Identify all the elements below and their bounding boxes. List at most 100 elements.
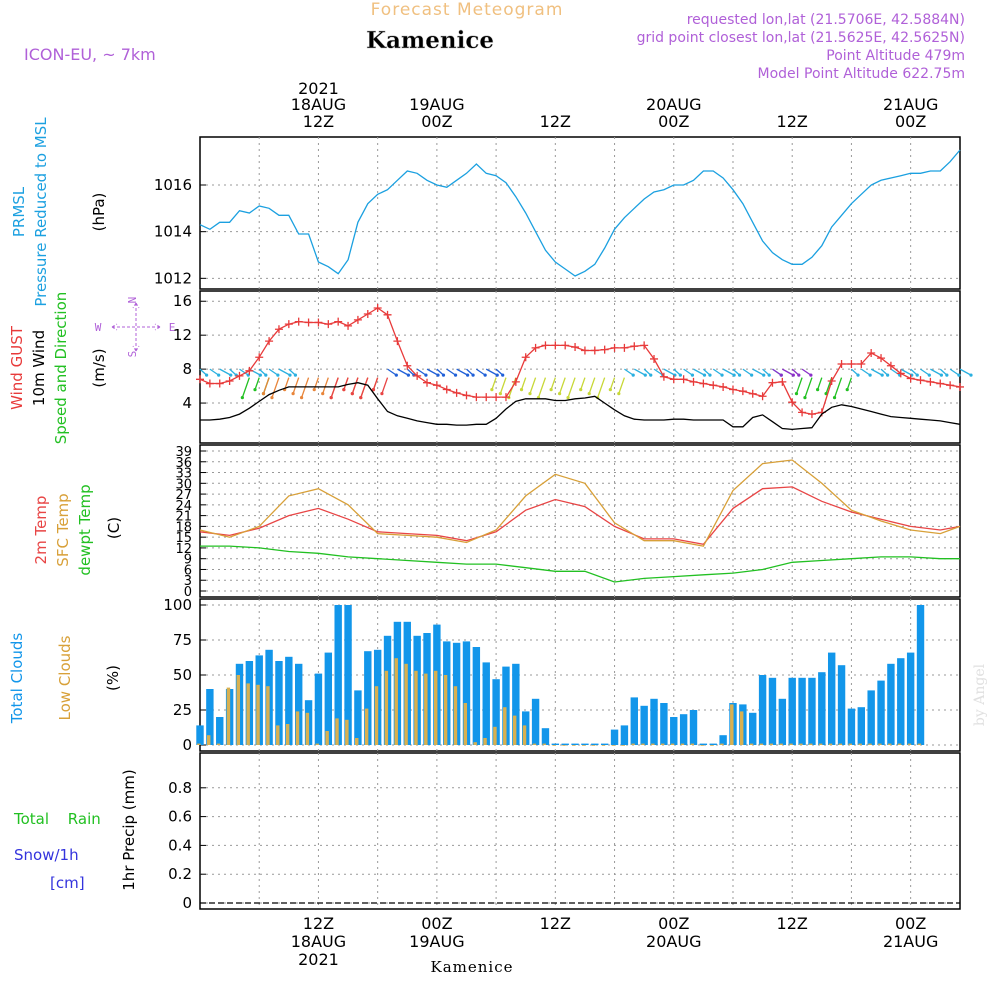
gust-marker	[590, 346, 599, 355]
wind-arrow	[387, 368, 397, 376]
wind-arrow	[846, 377, 853, 390]
gust-marker	[541, 341, 550, 350]
y-tick-label: 4	[182, 394, 192, 412]
cloud-bar	[670, 717, 678, 745]
wind-arrow-head	[617, 392, 621, 396]
gust-marker	[531, 343, 540, 352]
cloud-bar	[275, 661, 283, 745]
cloud-bar	[877, 680, 885, 745]
wind-arrow-head	[945, 373, 949, 377]
gust-marker	[857, 360, 866, 369]
footer-location: Kamenice	[431, 958, 514, 976]
top-time-label: 12Z	[777, 112, 808, 131]
wind-arrow-head	[321, 392, 325, 396]
wind-arrow-head	[762, 373, 766, 377]
y-tick-label: 1016	[154, 176, 192, 194]
gust-marker	[926, 377, 935, 386]
model-altitude: Model Point Altitude 622.75m	[758, 66, 965, 82]
cloud-bar	[453, 686, 458, 745]
cloud-bar	[404, 663, 408, 745]
cloud-bar	[887, 663, 895, 745]
clouds-panel: 0 25 50 75 100	[163, 596, 961, 754]
wind-arrow	[752, 368, 765, 376]
series-line	[200, 382, 961, 431]
snow-unit-label: [cm]	[50, 874, 85, 892]
cloud-bar	[601, 745, 606, 746]
wind-arrow-head	[678, 373, 682, 377]
cloud-bar	[364, 708, 369, 745]
cloud-bar	[808, 677, 816, 745]
wind-arrow-head	[779, 373, 783, 377]
sfc-temp-label: SFC Temp	[54, 493, 72, 566]
wind-arrow-head	[549, 388, 553, 392]
cloud-bar	[897, 743, 902, 745]
cloud-bar	[809, 743, 813, 745]
gust-marker	[620, 343, 629, 352]
wind-arrow-head	[406, 373, 411, 377]
wind-arrow	[833, 377, 843, 398]
cloud-bar	[789, 743, 793, 745]
gust-marker	[807, 410, 816, 419]
wind-arrow-head	[750, 373, 754, 377]
wind-arrow-head	[258, 373, 262, 377]
cloud-bar	[314, 673, 323, 745]
wind-arrow	[920, 368, 930, 376]
wind-arrow-head	[809, 373, 813, 377]
cloud-bar	[620, 725, 629, 745]
wind-arrow	[485, 368, 498, 376]
cloud-bar	[680, 743, 685, 745]
bottom-time-label: 19AUG	[409, 932, 464, 951]
wind-arrow-head	[794, 392, 799, 396]
y-tick-label: 0	[182, 894, 192, 912]
wind-arrow	[529, 377, 537, 394]
gust-marker	[482, 393, 491, 402]
gust-marker	[956, 382, 964, 391]
wind-arrow	[930, 368, 942, 376]
total-clouds-label: Total Clouds	[8, 633, 26, 725]
wind-arrow-head	[557, 392, 562, 396]
wind-arrow-head	[566, 396, 570, 400]
cloud-bar	[285, 724, 290, 745]
gust-marker	[393, 337, 402, 346]
gust-marker	[571, 343, 580, 352]
wind-panel-labels: Wind GUST 10m Wind Speed and Direction (…	[8, 292, 175, 445]
cloud-bar	[758, 675, 767, 745]
wind-arrow-head	[270, 396, 274, 400]
wind-arrow	[397, 368, 409, 376]
prmsl-label: PRMSL	[10, 186, 28, 237]
y-tick-label: 24	[175, 499, 192, 514]
gust-marker	[719, 382, 728, 391]
wind-arrow	[313, 377, 320, 390]
y-tick-label: 6	[184, 563, 192, 578]
gust-marker	[442, 385, 451, 394]
cloud-bar	[226, 687, 231, 745]
top-time-label: 19AUG	[409, 95, 464, 114]
wind-arrow	[742, 368, 753, 376]
cloud-bar	[640, 705, 648, 745]
compass-south: S	[126, 351, 139, 358]
bottom-time-label: 20AUG	[646, 932, 701, 951]
y-tick-label: 0.4	[168, 836, 192, 854]
cloud-bar	[552, 745, 556, 746]
cloud-bar	[512, 715, 517, 745]
wind-arrow	[567, 377, 576, 398]
wind-arrow	[633, 368, 646, 376]
wind-arrow	[825, 377, 833, 394]
speed-dir-label: Speed and Direction	[52, 292, 70, 445]
cloud-bar	[660, 703, 668, 745]
cloud-bar	[878, 743, 882, 745]
wind-arrow	[782, 368, 794, 376]
cloud-bar	[305, 712, 310, 745]
gust-marker	[334, 317, 343, 326]
wind-arrow	[268, 368, 279, 376]
gust-marker	[798, 408, 807, 417]
y-tick-label: 1014	[154, 223, 192, 241]
gust-marker	[748, 389, 757, 398]
cloud-bar	[334, 605, 342, 745]
wind-arrow-head	[261, 392, 266, 396]
wind-arrow	[330, 377, 339, 398]
wind-panel: 4 8 12 16	[173, 290, 973, 444]
wind-arrow-head	[690, 373, 695, 377]
cloud-bar	[720, 743, 724, 745]
